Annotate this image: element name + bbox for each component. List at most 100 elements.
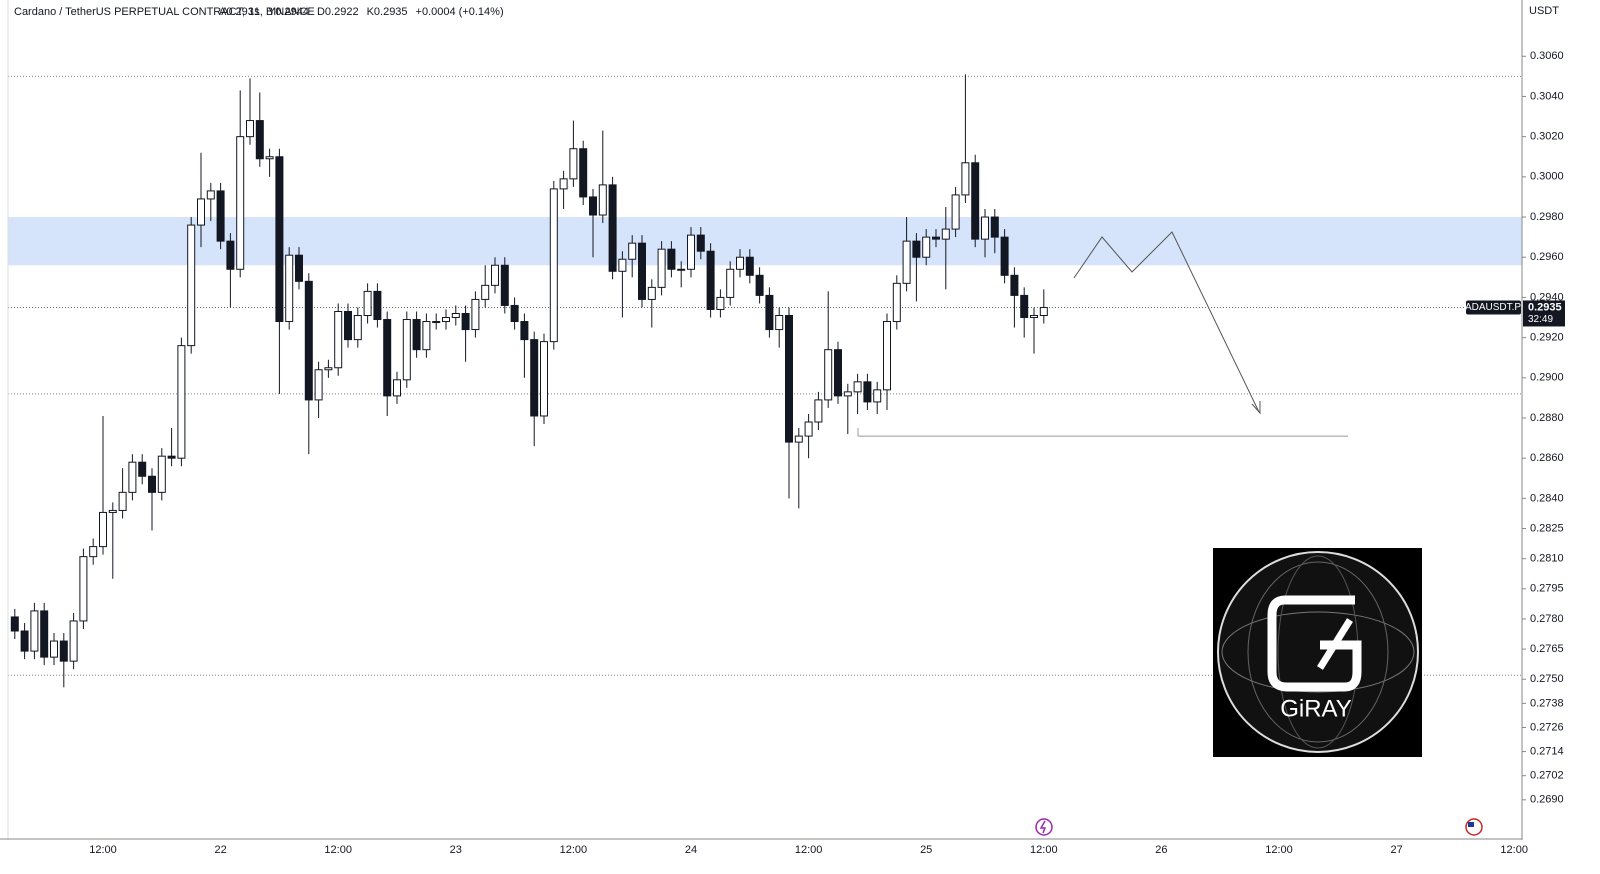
candle-body [863,381,872,403]
y-tick-label: 0.3020 [1530,131,1564,143]
candle-body [79,556,88,622]
y-tick-label: 0.2840 [1530,492,1564,504]
candle-body [618,258,627,272]
candle-body [755,274,764,296]
drawings-layer [8,75,1522,676]
candle-body [353,315,362,341]
x-tick-label: 26 [1155,844,1167,856]
candle-body [598,184,607,216]
events-bolt [1039,820,1047,834]
candle-body [108,509,117,513]
price-tag [1523,300,1565,327]
candle-body [197,198,205,226]
candle-body [1000,236,1009,276]
symbol-title: Cardano / TetherUS PERPETUAL CONTRACT, 1… [14,6,315,18]
y-tick-label: 0.2750 [1530,673,1564,685]
candle-body [206,190,215,200]
x-tick-label: 24 [685,844,697,856]
candle-body [971,162,980,240]
candle-body [912,240,921,258]
candle-body [138,461,147,477]
y-tick-label: 0.2714 [1530,745,1564,757]
candle-body [481,284,490,300]
candle-body [265,156,274,160]
x-tick-label: 12:00 [560,844,588,856]
y-tick-label: 0.2702 [1530,770,1564,782]
x-tick-label: 12:00 [1265,844,1293,856]
flag-canton [1468,822,1474,827]
candle-body [657,248,666,288]
y-tick-label: 0.3000 [1530,171,1564,183]
candles [10,74,1048,688]
projection-arrowhead [1251,401,1261,415]
candle-body [687,234,695,270]
y-tick-label: 0.2940 [1530,291,1564,303]
logo-sphere [1217,551,1419,753]
candle-body [530,339,539,417]
y-tick-label: 0.2780 [1530,613,1564,625]
candle-body [471,298,480,331]
candle-body [491,264,499,286]
y-tick-label: 0.2980 [1530,211,1564,223]
y-tick-label: 0.2795 [1530,583,1564,595]
candle-body [951,194,960,230]
y-tick-label: 0.2860 [1530,452,1564,464]
ohlc-value: D0.2922 [317,6,359,18]
price-tag-label: 0.2935 [1528,301,1562,313]
currency-label: USDT [1529,5,1559,17]
candle-body [314,369,323,401]
candle-body [794,435,803,443]
candle-body [647,286,656,300]
candle-body [883,321,891,391]
x-tick-label: 12:00 [1030,844,1058,856]
candle-body [736,256,744,270]
candle-body [324,367,333,371]
x-tick-label: 23 [450,844,462,856]
events-icon[interactable] [1035,818,1053,836]
candle-body [177,345,186,459]
candle-body [461,312,470,331]
candle-body [187,224,196,347]
candle-body [167,455,176,459]
candle-body [579,148,588,198]
y-tick-label: 0.2765 [1530,643,1564,655]
ohlc-legend: A0.2931 Y0.2944 D0.2922 K0.2935 +0.0004 (+0.… [219,6,504,18]
ticker-label: ADAUSDT.P [1465,302,1521,313]
projection-path [1073,231,1260,413]
candle-body [785,315,793,443]
candle-body [422,321,431,351]
candle-body [961,162,970,196]
candle-body [285,254,294,323]
y-tick-label: 0.2900 [1530,372,1564,384]
logo-text: GiRAY [1280,695,1352,722]
candle-body [922,236,931,258]
candle-body [824,349,833,401]
candle-body [20,630,29,652]
candle-body [549,188,558,343]
candle-body [226,240,235,270]
candle-body [442,317,450,323]
candle-body [1039,306,1048,317]
ohlc-value: +0.0004 (+0.14%) [416,6,504,18]
countdown-label: 32:49 [1528,314,1553,325]
candle-body [608,184,617,272]
candle-body [363,290,372,317]
candle-body [10,616,19,632]
candle-body [775,315,784,331]
candle-body [1020,294,1029,319]
candle-body [1010,274,1019,296]
y-tick-label: 0.2810 [1530,553,1564,565]
candle-body [255,120,264,160]
candle-body [99,511,107,548]
logo-ring [1221,611,1415,693]
candle-body [451,312,460,319]
resistance-zone [8,217,1522,266]
candle-body [853,381,862,393]
candle-body [89,546,98,558]
price-axis: 0.3060 0.3040 0.3020 0.3000 0.2980 0.2960 0.29… [89,50,1565,856]
candle-body [745,256,754,276]
candle-body [559,178,568,190]
candle-body [834,349,842,397]
ticker-tag [1466,300,1521,315]
